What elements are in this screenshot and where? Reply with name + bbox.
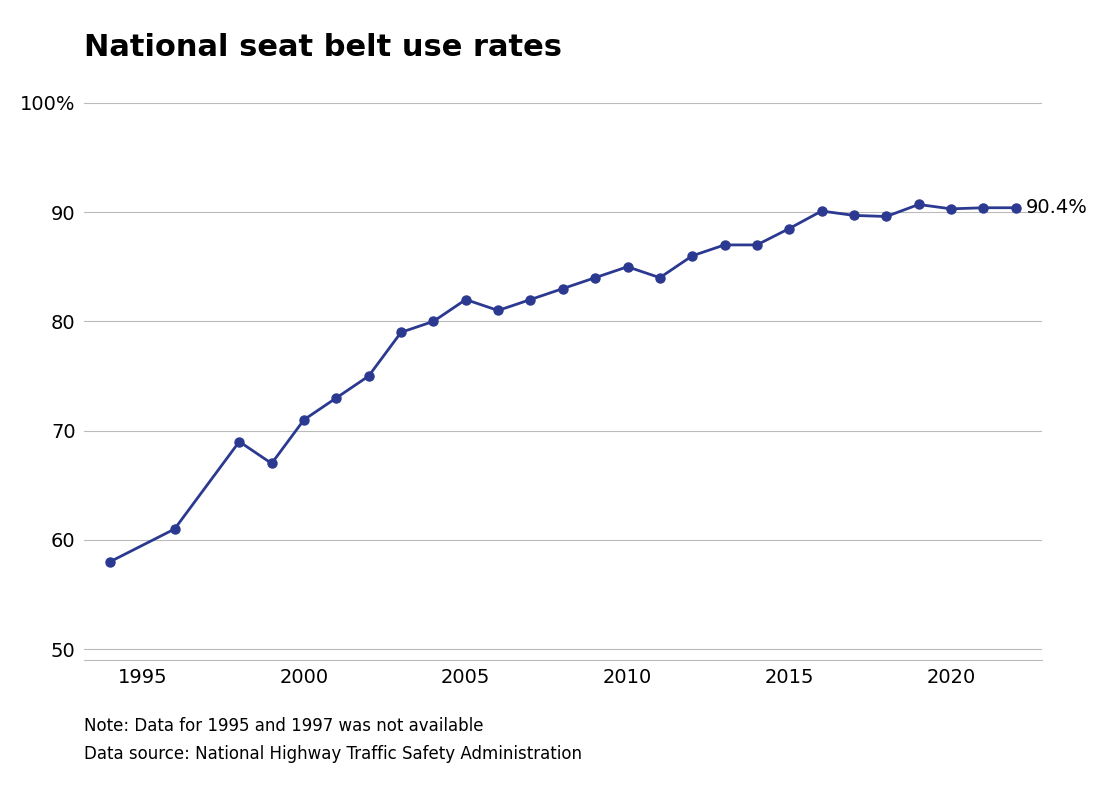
- Text: Note: Data for 1995 and 1997 was not available: Note: Data for 1995 and 1997 was not ava…: [84, 717, 484, 735]
- Text: National seat belt use rates: National seat belt use rates: [84, 33, 562, 62]
- Text: 90.4%: 90.4%: [1026, 198, 1088, 217]
- Text: Data source: National Highway Traffic Safety Administration: Data source: National Highway Traffic Sa…: [84, 745, 582, 763]
